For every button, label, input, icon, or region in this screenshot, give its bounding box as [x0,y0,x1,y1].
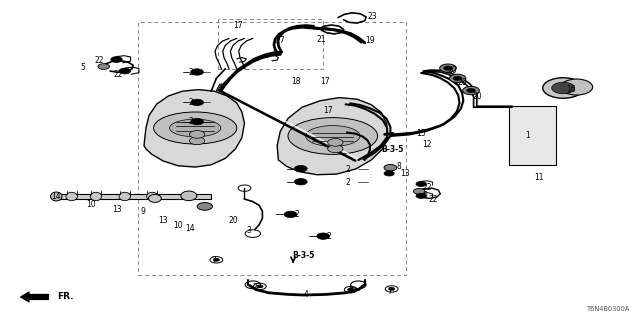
Text: 6: 6 [422,191,428,200]
Circle shape [119,68,131,74]
Circle shape [440,64,456,72]
Polygon shape [144,90,244,167]
Text: 7: 7 [211,256,216,265]
Circle shape [189,131,205,138]
Text: 12: 12 [422,140,432,149]
Text: T6N4B0300A: T6N4B0300A [587,306,630,312]
Circle shape [384,164,397,171]
Circle shape [111,57,122,62]
Circle shape [552,82,575,94]
Text: 17: 17 [320,77,330,86]
Text: 22: 22 [114,70,124,79]
Ellipse shape [90,192,102,201]
Circle shape [449,74,466,83]
Text: 22: 22 [95,56,104,65]
Text: 10: 10 [86,200,96,209]
Text: 20: 20 [472,92,482,100]
Text: 21: 21 [317,35,326,44]
Text: 2: 2 [189,117,193,126]
Circle shape [189,137,205,145]
Text: B-3-5: B-3-5 [292,252,315,260]
Ellipse shape [306,126,360,147]
Text: FR.: FR. [58,292,74,301]
Text: 2: 2 [346,165,350,174]
Text: 20: 20 [228,216,238,225]
Polygon shape [56,194,211,199]
Circle shape [413,188,425,194]
Text: 1: 1 [525,131,530,140]
FancyArrowPatch shape [20,292,49,302]
Text: 9: 9 [141,207,146,216]
Text: 18: 18 [291,77,301,86]
Text: 20: 20 [448,66,458,75]
Text: 2: 2 [326,232,331,241]
Ellipse shape [66,192,77,201]
Circle shape [191,118,204,125]
Text: 15: 15 [416,129,426,138]
Text: 16: 16 [566,85,576,94]
Circle shape [543,78,584,98]
Ellipse shape [180,191,197,201]
Circle shape [384,171,394,176]
Circle shape [317,233,330,239]
Text: 22: 22 [422,183,432,192]
Text: 22: 22 [429,195,438,204]
Ellipse shape [170,119,221,137]
Circle shape [463,86,479,95]
Ellipse shape [154,112,237,144]
Circle shape [467,88,476,93]
Circle shape [328,145,343,153]
Text: 13: 13 [400,169,410,178]
Text: 17: 17 [323,106,333,115]
Circle shape [197,203,212,210]
Circle shape [348,288,354,291]
Text: 2: 2 [189,98,193,107]
Circle shape [561,79,593,95]
Text: 17: 17 [234,21,243,30]
Polygon shape [277,98,388,175]
Circle shape [388,287,395,291]
Text: 13: 13 [112,205,122,214]
Text: 14: 14 [186,224,195,233]
Text: 11: 11 [534,173,544,182]
Circle shape [453,76,462,81]
Text: 14: 14 [51,192,61,201]
Text: 10: 10 [173,221,182,230]
Ellipse shape [147,192,158,201]
Text: 5: 5 [80,63,85,72]
Circle shape [416,181,426,187]
Text: 7: 7 [253,284,258,292]
Text: 20: 20 [458,78,467,87]
Circle shape [191,69,204,75]
Ellipse shape [119,192,131,201]
Circle shape [294,165,307,172]
Text: 19: 19 [365,36,374,44]
Circle shape [213,258,220,261]
Circle shape [328,139,343,146]
Text: 17: 17 [275,36,285,44]
Circle shape [294,179,307,185]
Ellipse shape [51,192,62,201]
Text: 13: 13 [158,216,168,225]
Text: 2: 2 [346,178,350,187]
Text: 2: 2 [189,68,193,76]
Circle shape [257,285,263,288]
Text: 4: 4 [304,290,309,299]
Text: 7: 7 [349,287,354,296]
Circle shape [98,64,109,69]
Text: 23: 23 [368,12,378,20]
Text: 8: 8 [397,162,401,171]
Circle shape [444,66,452,70]
Circle shape [284,211,297,218]
Ellipse shape [288,118,378,155]
Text: 3: 3 [246,226,252,235]
Text: 7: 7 [387,287,392,296]
Circle shape [416,193,426,198]
FancyBboxPatch shape [509,106,556,165]
Ellipse shape [148,195,161,203]
Circle shape [191,99,204,106]
Text: B-3-5: B-3-5 [381,145,404,154]
Text: 2: 2 [294,210,299,219]
